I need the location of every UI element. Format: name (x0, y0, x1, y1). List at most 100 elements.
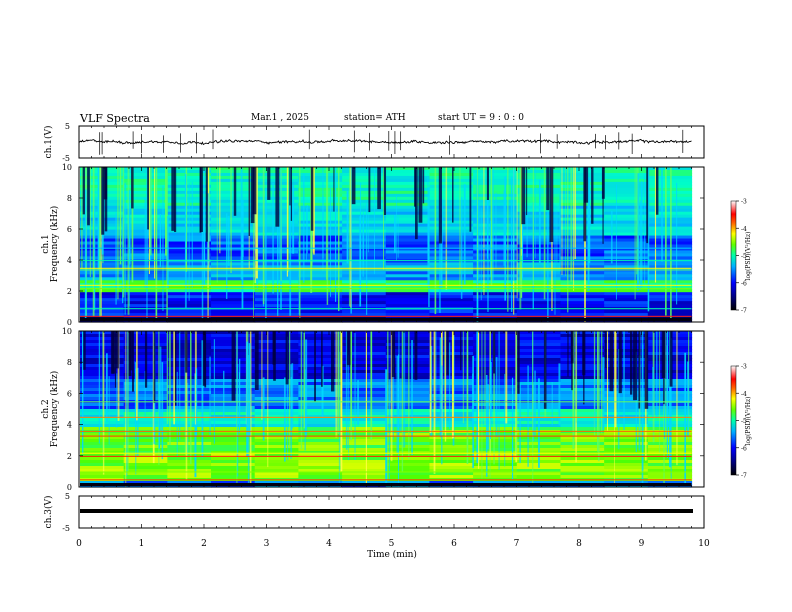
spectrogram-cell (560, 265, 605, 269)
spectrogram-cell (80, 355, 125, 359)
sferic-streak (191, 181, 193, 288)
spectrogram-cell (211, 442, 256, 446)
spectrogram-cell (516, 352, 562, 356)
sferic-streak (547, 211, 549, 322)
spectrogram-cell (342, 457, 387, 461)
ch1-waveform-line (78, 138, 692, 146)
spectrogram-cell (647, 229, 693, 234)
sferic-streak (286, 336, 289, 461)
spectrogram-cell (385, 394, 431, 398)
spectrogram-cell (473, 226, 518, 231)
spectrogram-cell (385, 244, 431, 249)
spectrogram-cell (473, 277, 518, 281)
spectrogram-cell (342, 439, 387, 443)
spectrogram-cell (167, 340, 212, 344)
spectrogram-cell (429, 167, 474, 171)
spectrogram-cell (385, 460, 431, 464)
sferic-streak (185, 331, 188, 480)
spectrogram-cell (342, 424, 387, 428)
quiet-streak (275, 167, 280, 227)
spectrogram-cell (254, 310, 299, 314)
sferic-streak (484, 331, 486, 425)
spectrogram-cell (604, 349, 649, 353)
spectrogram-cell (254, 292, 299, 296)
spectrogram-cell (342, 274, 387, 278)
sferic-streak (556, 209, 558, 263)
spectrogram-cell (647, 262, 693, 266)
spectrogram-cell (342, 475, 387, 479)
spectrogram-cell (254, 235, 299, 240)
spectrogram-cell (298, 424, 343, 428)
y-tick-label: 4 (67, 256, 72, 265)
spectrogram-cell (80, 457, 125, 461)
spectrogram-cell (604, 421, 649, 425)
sferic-streak (652, 366, 654, 419)
spectrogram-cell (211, 295, 256, 299)
quiet-streak (669, 331, 673, 387)
ch3-waveform-trace (80, 509, 693, 513)
spectrogram-cell (298, 214, 343, 219)
sferic-streak (247, 355, 250, 485)
spectrogram-cell (473, 220, 518, 225)
sferic-streak (125, 331, 127, 487)
station-label: station= ATH (344, 113, 406, 123)
spectrogram-cell (473, 193, 518, 198)
sferic-streak (325, 167, 327, 280)
spectrogram-cell (647, 313, 693, 317)
spectrogram-cell (473, 217, 518, 222)
spectrogram-cell (604, 250, 649, 255)
y-tick-label: 6 (67, 389, 72, 398)
sferic-streak (283, 377, 286, 462)
spectrogram-cell (516, 226, 562, 231)
spectrogram-cell (254, 226, 299, 231)
sferic-streak (601, 331, 603, 434)
spectrogram-cell (604, 229, 649, 234)
spectrogram-cell (604, 295, 649, 299)
spectrogram-cell (342, 391, 387, 395)
spectrogram-cell (298, 382, 343, 386)
spectrogram-cell (516, 262, 562, 266)
spectrogram-cell (473, 418, 518, 422)
spectrogram-cell (342, 397, 387, 401)
quiet-streak (273, 331, 276, 381)
spectrogram-cell (560, 316, 605, 320)
spectrogram-cell (385, 304, 431, 308)
spectrogram-cell (298, 421, 343, 425)
spectrogram-cell (385, 238, 431, 243)
spectrogram-cell (342, 418, 387, 422)
spectrogram-cell (516, 313, 562, 317)
sferic-streak (444, 331, 447, 442)
quiet-streak (446, 331, 449, 375)
spectrogram-cell (473, 196, 518, 201)
ch2-colorbar-gradient (730, 365, 737, 476)
spectrogram-cell (473, 481, 518, 485)
sferic-streak (335, 331, 338, 438)
spectrogram-cell (560, 178, 605, 183)
spectrogram-cell (604, 472, 649, 476)
spectrogram-cell (560, 388, 605, 392)
spectrogram-cell (385, 469, 431, 473)
sferic-streak (108, 376, 110, 445)
spectrogram-cell (647, 310, 693, 314)
spectrogram-cell (385, 310, 431, 314)
spectrogram-cell (80, 427, 125, 431)
quiet-streak (646, 167, 649, 244)
spectrogram-cell (123, 403, 168, 407)
quiet-streak (609, 331, 614, 392)
sferic-streak (390, 331, 393, 462)
spectrogram-cell (167, 436, 212, 440)
quiet-streak (391, 331, 396, 377)
sferic-streak (670, 167, 672, 321)
spectrogram-cell (473, 292, 518, 296)
spectrogram-cell (604, 238, 649, 243)
ch3-ytick-top: 5 (65, 492, 70, 501)
spectrogram-cell (385, 367, 431, 371)
sferic-streak (561, 167, 563, 276)
spectrogram-cell (429, 178, 474, 183)
quiet-streak (267, 167, 271, 200)
spectrogram-cell (560, 253, 605, 258)
spectrogram-cell (604, 301, 649, 305)
spectrogram-cell (342, 211, 387, 216)
spectrogram-cell (123, 412, 168, 416)
quiet-streak (252, 167, 257, 215)
